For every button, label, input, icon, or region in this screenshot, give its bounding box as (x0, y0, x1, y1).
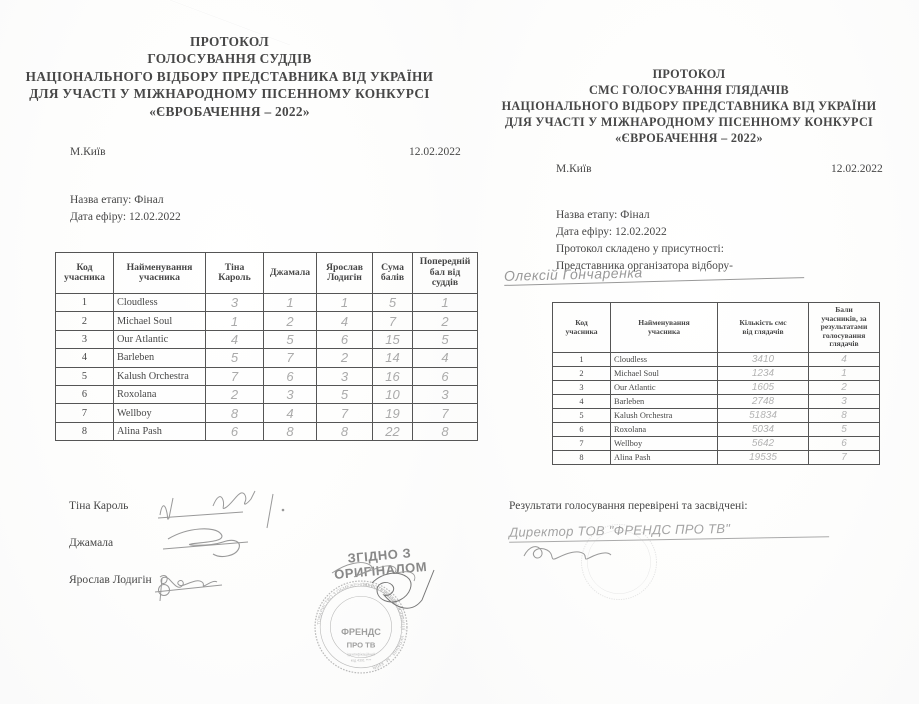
svg-text:код 4391 ****: код 4391 **** (351, 659, 372, 663)
svg-text:ідентифікаційний: ідентифікаційний (347, 653, 375, 657)
